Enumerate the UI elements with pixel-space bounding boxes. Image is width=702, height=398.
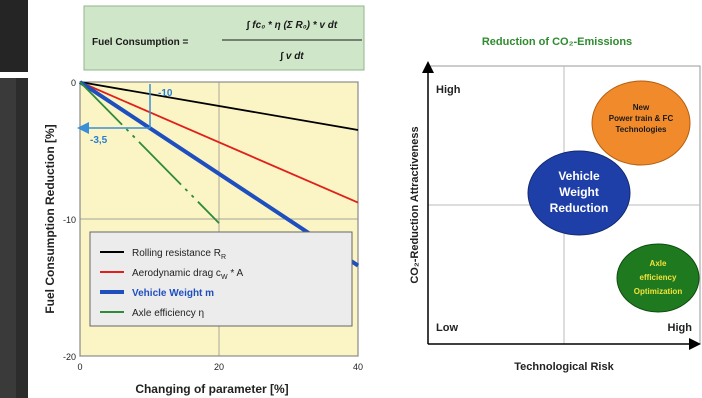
label-high-attractiveness: High [436,84,461,96]
bubble-label-line: Reduction [550,201,609,215]
y-tick-label: 0 [71,78,76,88]
bubble-label-line: Vehicle [558,169,600,183]
formula-denominator: ∫ v dt [279,51,304,62]
series-line-rolling [79,81,359,131]
legend-label-axle: Axle efficiency η [132,308,204,319]
right-chart-title: Reduction of CO₂-Emissions [482,36,632,48]
legend-item-rolling-resistance: Rolling resistance RR [100,248,226,261]
bubble-label-line: Technologies [616,125,668,134]
axis-ticks: 0 20 40 0 -10 -20 [63,78,363,372]
formula-label: Fuel Consumption = [92,37,189,48]
legend-label-weight: Vehicle Weight m [132,288,214,299]
formula-box [83,5,365,71]
left-y-axis-title: Fuel Consumption Reduction [%] [43,124,57,313]
annotation-minus-3-5: -3,5 [90,135,108,146]
y-tick-label: -20 [63,352,76,362]
bubble-label-line: Power train & FC [609,114,674,123]
x-tick-label: 40 [353,362,363,372]
bubble-shape-orange [591,80,691,166]
x-tick-label: 20 [214,362,224,372]
legend-box [89,231,353,327]
bubble-new-powertrain: New Power train & FC Technologies [591,80,691,166]
dark-tab-decoration [0,0,28,72]
legend-label-rolling: Rolling resistance RR [132,248,226,261]
legend-item-vehicle-weight: Vehicle Weight m [100,288,214,299]
series-line-axle [79,81,220,224]
bubble-axle-efficiency: Axle efficiency Optimization [616,243,700,313]
x-tick-label: 0 [77,362,82,372]
bubble-label-line: efficiency [640,273,677,282]
bubble-label-line: Axle [650,259,667,268]
right-y-axis-title: CO₂-Reduction Attractiveness [409,126,421,283]
annotation-minus-10: -10 [158,88,173,99]
legend-item-aerodynamic-drag: Aerodynamic drag cW * A [100,268,243,281]
dark-strip-decoration [0,78,16,398]
label-low: Low [436,322,458,334]
bubble-label-line: New [633,103,650,112]
bubble-label-line: Optimization [634,287,683,296]
bubble-vehicle-weight: Vehicle Weight Reduction [527,150,631,236]
series-line-aerodynamic [79,81,359,204]
left-x-axis-title: Changing of parameter [%] [135,382,288,396]
bubble-shape-blue [527,150,631,236]
legend-label-aero: Aerodynamic drag cW * A [132,268,243,281]
legend-item-axle-efficiency: Axle efficiency η [100,308,204,319]
y-tick-label: -10 [63,215,76,225]
dark-strip-decoration-2 [16,78,28,398]
formula-numerator: ∫ fc₀ * η (Σ R₀) * v dt [246,20,338,31]
label-high-risk: High [668,322,693,334]
bubble-label-line: Weight [559,185,599,199]
right-x-axis-title: Technological Risk [514,361,614,373]
bubble-shape-green [616,243,700,313]
